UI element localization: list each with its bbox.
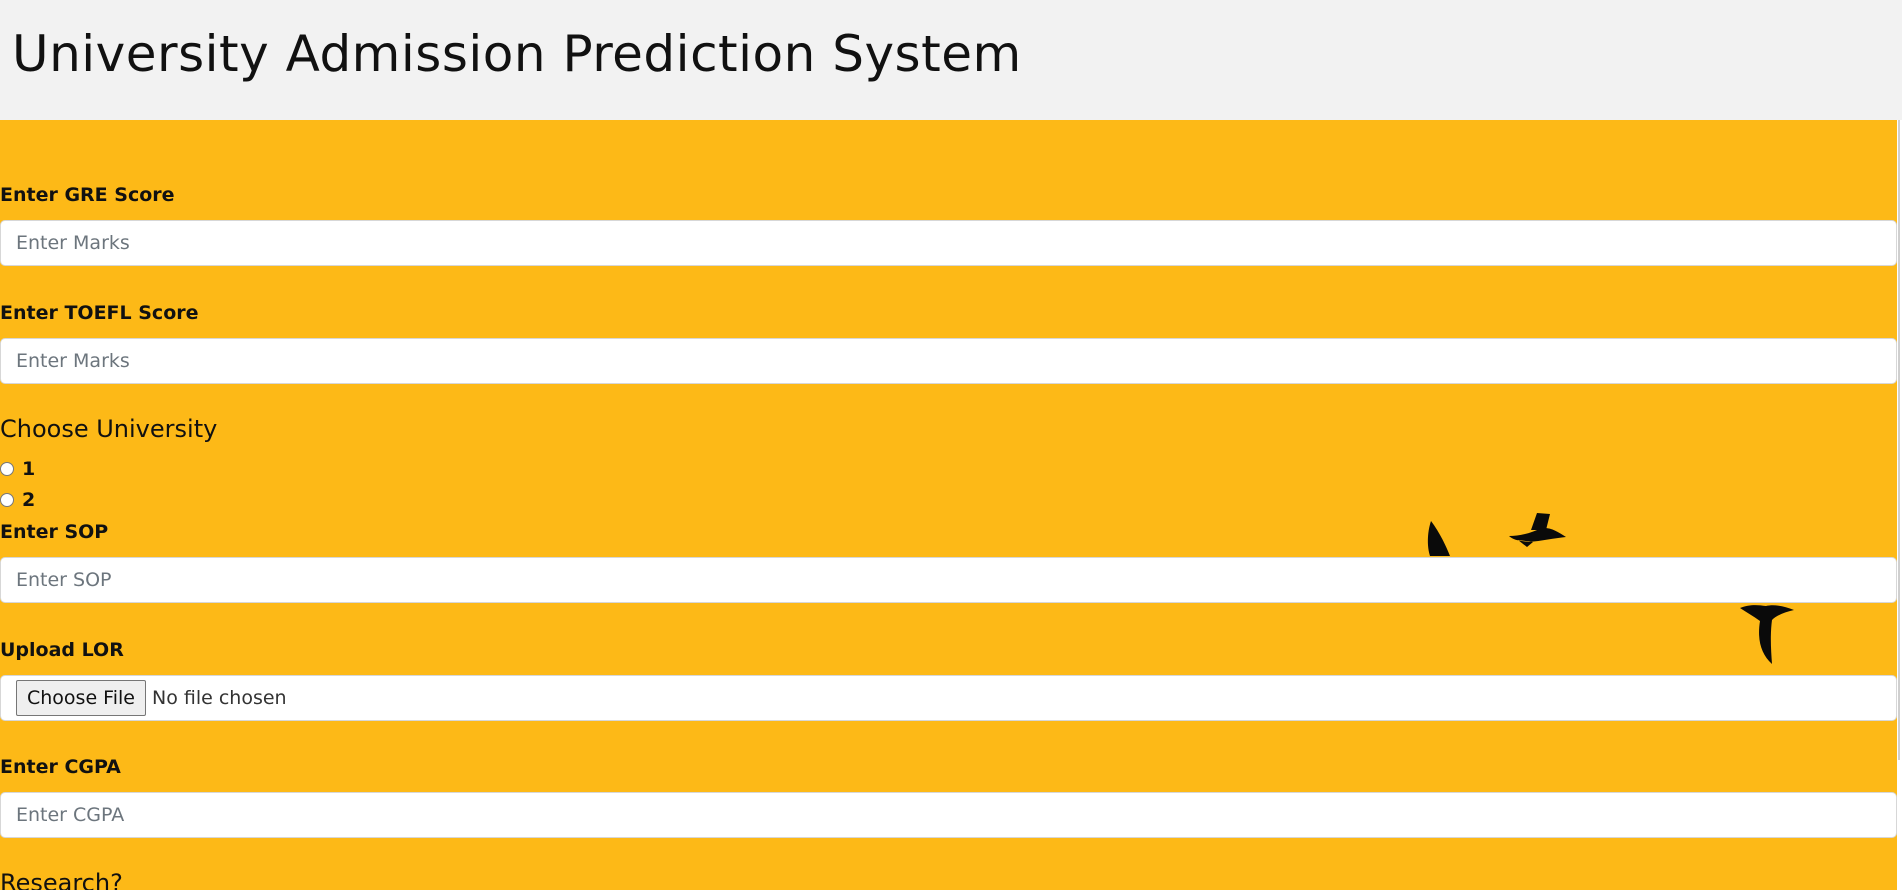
toefl-score-label: Enter TOEFL Score (0, 302, 199, 324)
page-title: University Admission Prediction System (12, 25, 1022, 83)
university-radio-1[interactable] (0, 462, 14, 476)
university-option-2-label: 2 (22, 489, 36, 511)
cgpa-label: Enter CGPA (0, 756, 121, 778)
sop-input[interactable] (0, 557, 1897, 603)
university-option-1-label: 1 (22, 458, 36, 480)
page-header: University Admission Prediction System (0, 0, 1902, 120)
sop-label: Enter SOP (0, 521, 109, 543)
gre-score-label: Enter GRE Score (0, 184, 175, 206)
cgpa-input[interactable] (0, 792, 1897, 838)
lor-file-input[interactable]: Choose File No file chosen (0, 675, 1897, 721)
research-heading: Research? (0, 869, 123, 890)
university-option-1[interactable]: 1 (0, 457, 35, 481)
choose-file-button[interactable]: Choose File (16, 680, 146, 716)
choose-university-heading: Choose University (0, 415, 218, 443)
university-radio-2[interactable] (0, 493, 14, 507)
toefl-score-input[interactable] (0, 338, 1897, 384)
file-status: No file chosen (151, 687, 287, 709)
scrollbar-thumb[interactable] (1898, 120, 1900, 760)
gre-score-input[interactable] (0, 220, 1897, 266)
university-option-2[interactable]: 2 (0, 488, 35, 512)
lor-label: Upload LOR (0, 639, 124, 661)
